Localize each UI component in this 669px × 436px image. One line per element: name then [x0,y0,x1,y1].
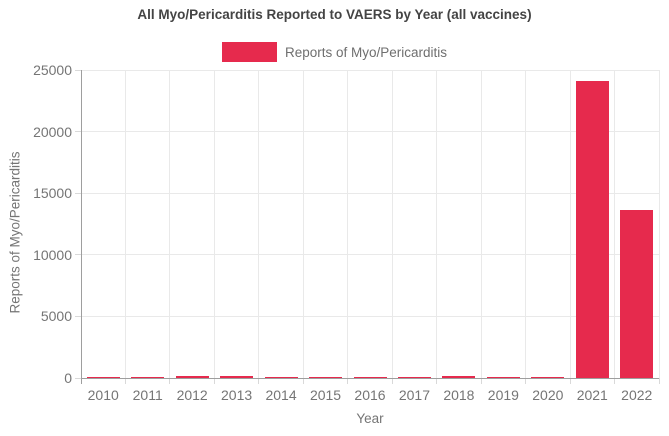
gridline-v-11 [569,70,571,378]
gridline-v-4 [258,70,260,378]
gridline-h-25000 [81,69,659,71]
x-tick-mark-7 [391,378,393,384]
x-tick-label-2013: 2013 [221,387,253,403]
bar-2013[interactable] [220,376,254,378]
y-tick-label-25000: 25000 [33,62,72,78]
gridline-v-7 [391,70,393,378]
bar-2018[interactable] [442,375,476,378]
y-tick-mark-10000 [75,254,81,256]
y-tick-mark-25000 [75,69,81,71]
y-tick-label-10000: 10000 [33,246,72,263]
x-tick-label-2019: 2019 [487,387,519,403]
x-tick-mark-11 [569,378,571,384]
x-tick-mark-2 [169,378,171,384]
y-tick-label-20000: 20000 [33,123,72,140]
y-tick-label-0: 0 [64,370,72,386]
gridline-v-8 [436,70,438,378]
x-tick-label-2015: 2015 [309,387,342,403]
bar-2014[interactable] [264,377,298,378]
gridline-v-5 [302,70,304,378]
x-tick-label-2011: 2011 [132,387,163,403]
y-tick-mark-20000 [75,131,81,133]
gridline-v-9 [480,70,482,378]
y-axis-line [80,70,82,384]
x-tick-mark-3 [213,378,215,384]
y-tick-mark-15000 [75,192,81,194]
gridline-v-3 [213,70,215,378]
gridline-h-15000 [81,192,659,194]
gridline-v-10 [525,70,527,378]
bar-2012[interactable] [175,375,209,378]
bar-2011[interactable] [131,376,165,378]
x-tick-label-2014: 2014 [265,387,297,403]
gridline-v-6 [347,70,349,378]
x-tick-mark-1 [124,378,126,384]
gridline-h-20000 [81,131,659,133]
x-tick-mark-9 [480,378,482,384]
bar-2010[interactable] [86,377,120,378]
x-tick-mark-4 [258,378,260,384]
x-tick-label-2022: 2022 [621,387,653,403]
gridline-v-1 [124,70,126,378]
x-tick-label-2017: 2017 [398,387,431,403]
bar-2021[interactable] [575,81,609,378]
bar-2017[interactable] [397,377,431,378]
y-axis-title: Reports of Myo/Pericarditis [7,151,23,314]
chart-title: All Myo/Pericarditis Reported to VAERS b… [137,7,532,22]
x-axis-title: Year [356,411,384,426]
x-tick-label-2012: 2012 [176,387,208,403]
x-axis-line [81,377,659,379]
gridline-h-5000 [81,315,659,317]
x-tick-mark-5 [302,378,304,384]
legend-item[interactable]: Reports of Myo/Pericarditis [0,41,669,63]
bar-2020[interactable] [531,377,565,378]
x-tick-mark-13 [658,378,660,384]
y-tick-mark-0 [75,377,81,379]
x-tick-mark-6 [347,378,349,384]
y-tick-mark-5000 [75,315,81,317]
x-tick-label-2016: 2016 [354,387,386,403]
bar-2015[interactable] [309,377,343,378]
legend-label: Reports of Myo/Pericarditis [284,44,448,60]
x-tick-label-2010: 2010 [87,387,119,403]
bar-2022[interactable] [620,209,654,378]
bar-2019[interactable] [486,377,520,378]
gridline-h-10000 [81,254,659,256]
legend-swatch-icon [221,42,277,62]
bar-2016[interactable] [353,377,387,378]
x-tick-mark-10 [525,378,527,384]
x-tick-mark-12 [614,378,616,384]
x-tick-mark-8 [436,378,438,384]
y-tick-label-5000: 5000 [40,308,72,325]
y-tick-label-15000: 15000 [33,185,72,202]
x-tick-label-2020: 2020 [532,387,564,403]
gridline-v-13 [658,70,660,378]
gridline-v-2 [169,70,171,378]
x-tick-label-2018: 2018 [443,387,475,403]
gridline-v-12 [614,70,616,378]
x-tick-label-2021: 2021 [576,387,608,403]
